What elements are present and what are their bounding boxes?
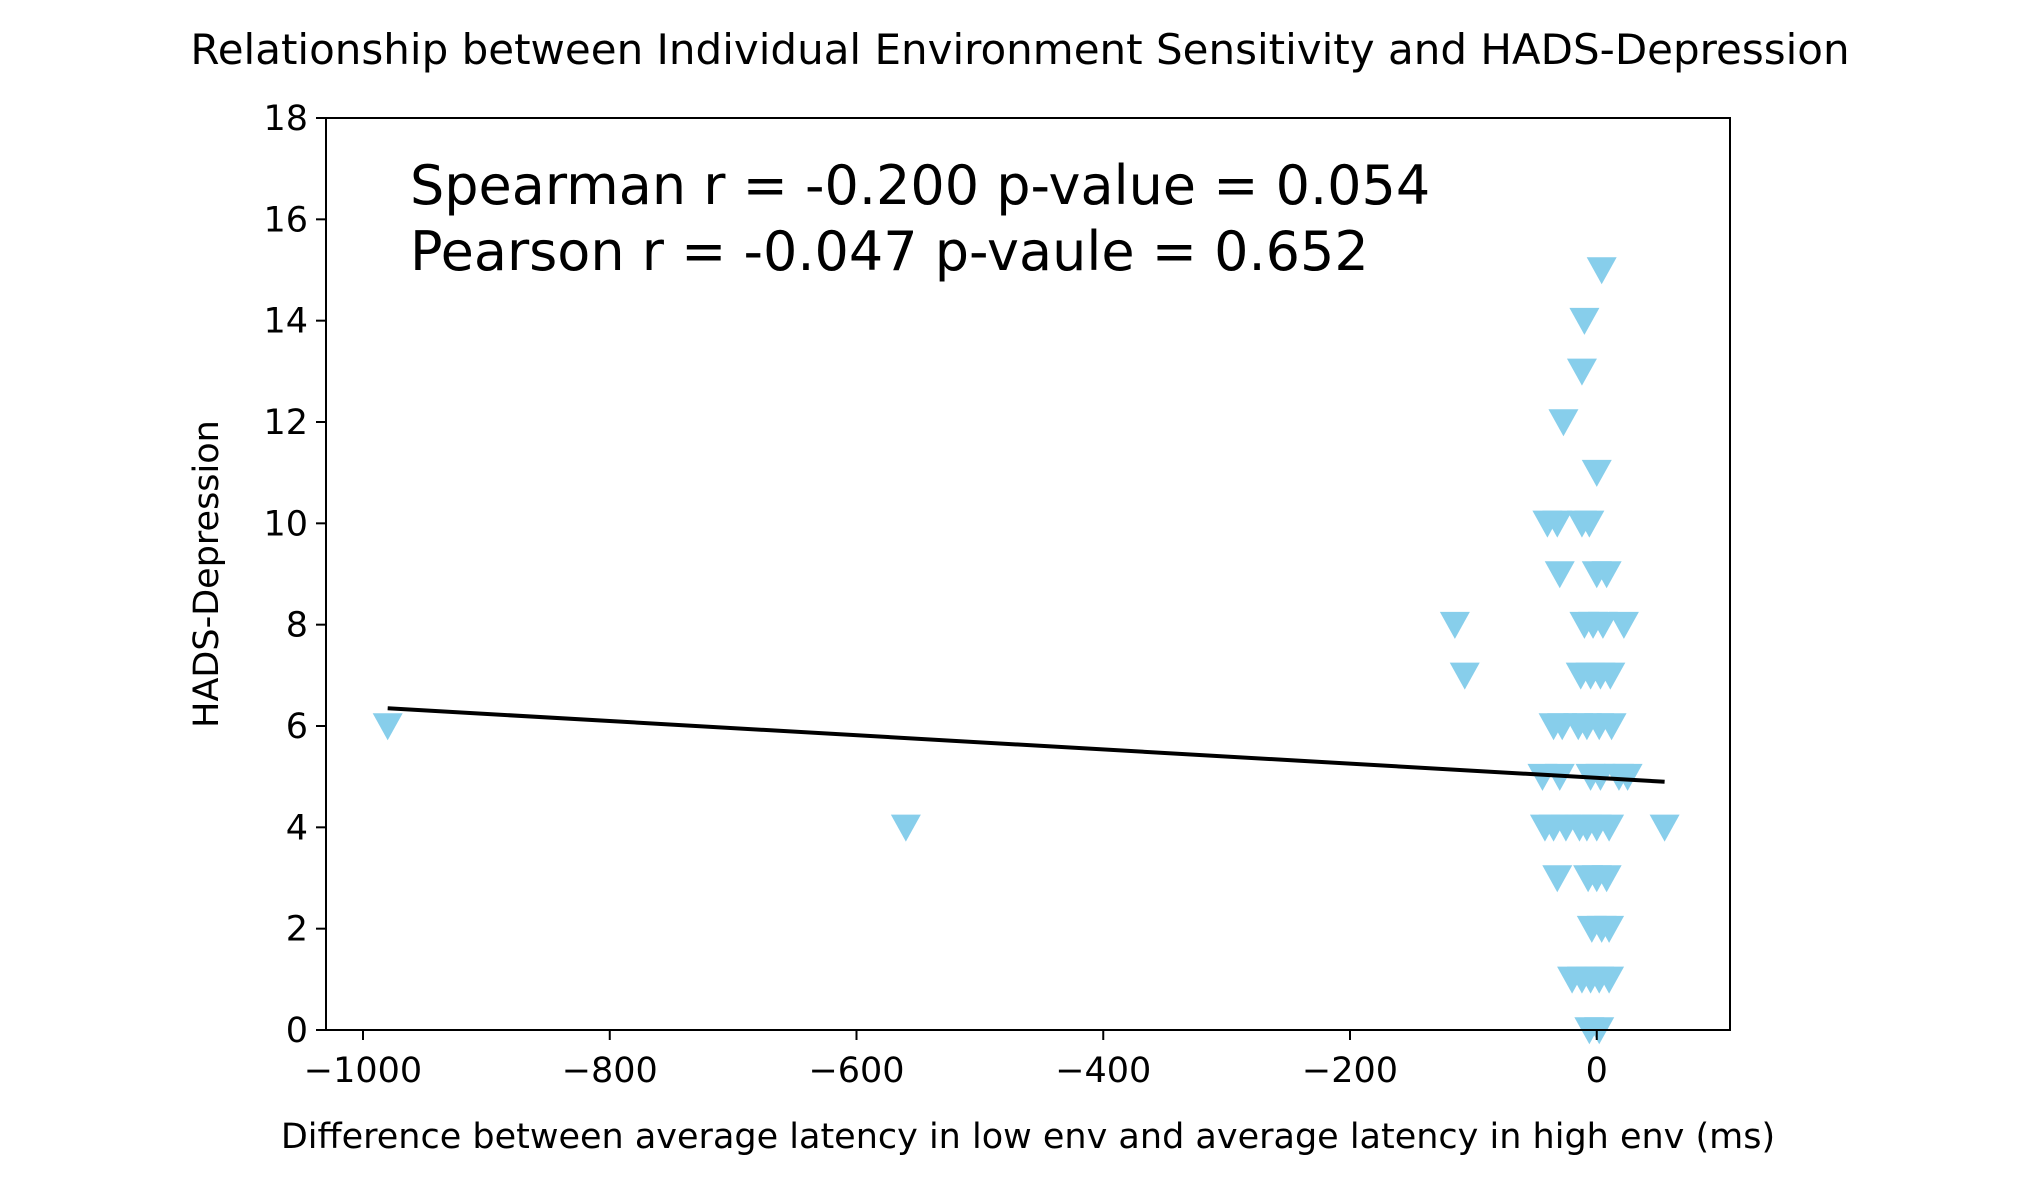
y-tick-label: 10 — [263, 504, 308, 544]
data-point — [1574, 510, 1605, 538]
data-point — [1449, 662, 1480, 690]
y-tick-label: 18 — [263, 99, 308, 139]
y-tick-label: 2 — [286, 910, 308, 950]
chart-title: Relationship between Individual Environm… — [190, 25, 1849, 74]
x-tick-label: −800 — [562, 1051, 658, 1091]
annotation-pearson: Pearson r = -0.047 p-vaule = 0.652 — [410, 220, 1369, 283]
y-tick-label: 4 — [286, 808, 308, 848]
y-axis-label: HADS-Depression — [187, 420, 227, 728]
data-point — [1596, 713, 1627, 741]
data-point — [1594, 814, 1625, 842]
data-point — [1544, 561, 1575, 589]
y-tick-label: 6 — [286, 707, 308, 747]
y-tick-label: 14 — [263, 302, 308, 342]
x-tick-label: −200 — [1302, 1051, 1398, 1091]
x-axis-ticks: −1000 −800 −600 −400 −200 0 — [304, 1030, 1608, 1091]
y-tick-label: 8 — [286, 606, 308, 646]
data-point — [1566, 358, 1597, 386]
annotation-spearman: Spearman r = -0.200 p-value = 0.054 — [410, 154, 1430, 217]
y-tick-label: 0 — [286, 1011, 308, 1051]
y-tick-label: 16 — [263, 200, 308, 240]
data-point — [1591, 865, 1622, 893]
data-point — [890, 814, 921, 842]
fit-line-group — [387, 706, 1665, 784]
data-point — [1591, 561, 1622, 589]
x-tick-label: 0 — [1586, 1051, 1608, 1091]
x-tick-label: −1000 — [304, 1051, 422, 1091]
data-point — [1608, 611, 1639, 639]
fit-line — [387, 706, 1665, 784]
data-point — [1581, 459, 1612, 487]
x-tick-label: −600 — [808, 1051, 904, 1091]
x-axis-label: Difference between average latency in lo… — [281, 1117, 1775, 1157]
data-point — [1439, 611, 1470, 639]
data-point — [372, 713, 403, 741]
y-tick-label: 12 — [263, 403, 308, 443]
data-point — [1542, 510, 1573, 538]
plot-area — [326, 118, 1730, 1030]
data-point — [1595, 662, 1626, 690]
data-point — [1587, 611, 1618, 639]
data-point — [1542, 865, 1573, 893]
data-point — [1612, 763, 1643, 791]
data-point — [1569, 307, 1600, 335]
x-tick-label: −400 — [1055, 1051, 1151, 1091]
data-point — [1548, 409, 1579, 437]
plot-frame — [326, 118, 1730, 1030]
data-point — [1594, 915, 1625, 943]
data-point — [1649, 814, 1680, 842]
y-axis-ticks: 0 2 4 6 8 10 12 14 16 18 — [263, 99, 326, 1051]
data-point — [1586, 257, 1617, 285]
data-point — [1594, 966, 1625, 994]
plot-border — [325, 117, 1731, 1031]
